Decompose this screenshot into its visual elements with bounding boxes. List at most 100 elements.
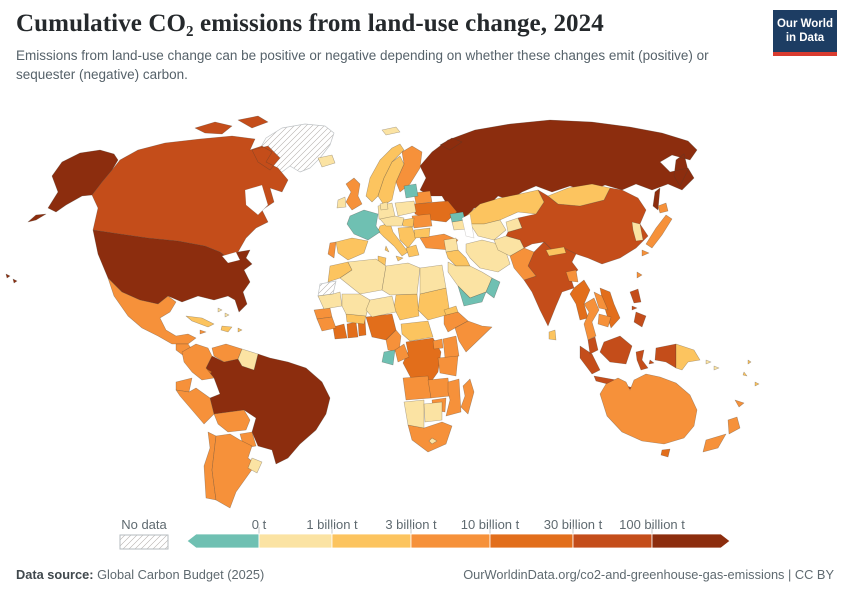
country-eritrea[interactable] [443, 305, 459, 316]
country-iceland[interactable] [317, 154, 336, 168]
country-korea[interactable] [631, 221, 644, 242]
country-argentina[interactable] [211, 433, 257, 509]
country-italy[interactable] [377, 222, 409, 262]
country-mongolia[interactable] [547, 183, 611, 207]
country-afghanistan[interactable] [493, 235, 525, 257]
country-papua-new-guinea[interactable] [675, 343, 701, 371]
country-portugal[interactable] [327, 241, 337, 259]
country-finland[interactable] [395, 145, 423, 193]
country-libya[interactable] [381, 262, 421, 296]
country-new-caledonia[interactable] [734, 399, 745, 408]
country-poland[interactable] [394, 200, 417, 217]
country-central-asia[interactable] [469, 217, 523, 241]
country-chad[interactable] [393, 293, 420, 321]
footer-link[interactable]: OurWorldinData.org/co2-and-greenhouse-ga… [463, 567, 834, 582]
country-colombia[interactable] [181, 343, 215, 381]
country-mauritania[interactable] [317, 291, 343, 310]
country-uruguay[interactable] [247, 457, 263, 474]
country-cameroon[interactable] [385, 329, 402, 353]
country-brazil[interactable] [205, 353, 331, 465]
legend-swatch-negative[interactable] [186, 533, 260, 549]
country-ecuador[interactable] [175, 377, 193, 393]
country-bahamas[interactable] [217, 307, 230, 318]
country-jamaica[interactable] [199, 329, 207, 335]
country-baltic-states[interactable] [403, 183, 419, 199]
country-ireland[interactable] [336, 196, 347, 209]
country-botswana[interactable] [423, 401, 443, 423]
country-romania[interactable] [411, 213, 433, 229]
country-bulgaria[interactable] [413, 227, 431, 239]
legend-swatch-3-10[interactable] [410, 533, 491, 549]
country-chile[interactable] [203, 431, 217, 501]
country-malaysia[interactable] [587, 336, 599, 355]
country-gabon[interactable] [381, 349, 396, 366]
country-niger[interactable] [365, 295, 397, 318]
country-mozambique[interactable] [445, 378, 462, 417]
country-central-europe[interactable] [379, 215, 405, 227]
country-laos[interactable] [593, 291, 609, 311]
country-sri-lanka[interactable] [548, 329, 557, 341]
country-france[interactable] [346, 209, 381, 241]
country-russia[interactable] [419, 119, 698, 219]
country-mali[interactable] [341, 293, 371, 317]
country-cambodia[interactable] [597, 313, 612, 328]
country-uganda[interactable] [432, 338, 444, 350]
country-bolivia[interactable] [213, 409, 251, 433]
country-angola[interactable] [402, 375, 432, 401]
country-denmark[interactable] [379, 201, 389, 211]
country-central-african-republic[interactable] [400, 320, 434, 342]
country-thailand[interactable] [583, 297, 600, 341]
legend-no-data-swatch[interactable] [119, 534, 169, 550]
country-belarus[interactable] [413, 190, 433, 205]
country-cuba[interactable] [185, 315, 215, 328]
legend-swatch-10-30[interactable] [489, 533, 574, 549]
country-balkans[interactable] [397, 226, 417, 249]
country-guinea[interactable] [316, 316, 337, 332]
country-madagascar[interactable] [460, 378, 475, 415]
country-alaska[interactable] [27, 149, 119, 223]
country-tanzania[interactable] [437, 355, 459, 377]
country-hungary[interactable] [401, 217, 415, 228]
country-oman[interactable] [485, 277, 501, 299]
country-cote-divoire[interactable] [332, 323, 348, 340]
legend-swatch-100plus[interactable] [651, 533, 731, 549]
country-syria-jordan[interactable] [443, 237, 459, 253]
country-algeria[interactable] [339, 258, 387, 295]
country-ghana[interactable] [346, 321, 359, 339]
country-bangladesh[interactable] [565, 269, 579, 283]
country-egypt[interactable] [419, 264, 447, 295]
country-fiji-vanuatu[interactable] [742, 359, 760, 387]
country-spain[interactable] [335, 237, 369, 261]
country-nepal[interactable] [545, 246, 567, 257]
country-borneo-malaysia[interactable] [599, 335, 633, 365]
country-svalbard[interactable] [381, 126, 401, 136]
country-guyanas[interactable] [237, 348, 259, 371]
country-japan[interactable] [641, 202, 673, 257]
country-mexico[interactable] [107, 277, 197, 345]
country-peru[interactable] [175, 387, 215, 425]
legend-swatch-0-1[interactable] [258, 533, 333, 549]
country-taiwan[interactable] [636, 271, 643, 279]
country-australia[interactable] [599, 373, 698, 445]
country-greece[interactable] [405, 244, 420, 258]
country-hawaii[interactable] [5, 273, 18, 284]
country-south-africa[interactable] [407, 421, 453, 453]
country-lesotho[interactable] [428, 437, 438, 445]
country-solomon-islands[interactable] [705, 359, 720, 371]
country-canada[interactable] [91, 115, 289, 259]
country-hispaniola[interactable] [220, 325, 243, 333]
country-somalia[interactable] [454, 320, 493, 353]
country-united-kingdom[interactable] [345, 177, 363, 211]
country-philippines[interactable] [629, 288, 647, 328]
country-new-zealand[interactable] [702, 416, 741, 453]
country-namibia[interactable] [403, 399, 425, 429]
country-kenya[interactable] [442, 335, 460, 359]
country-burkina-faso[interactable] [345, 313, 367, 325]
country-tasmania[interactable] [660, 448, 671, 458]
legend-swatch-1-3[interactable] [331, 533, 412, 549]
legend-swatch-30-100[interactable] [572, 533, 653, 549]
country-norway[interactable] [365, 143, 405, 203]
country-congo[interactable] [394, 343, 410, 363]
country-yemen[interactable] [457, 285, 487, 307]
owid-logo[interactable]: Our World in Data [773, 10, 837, 56]
